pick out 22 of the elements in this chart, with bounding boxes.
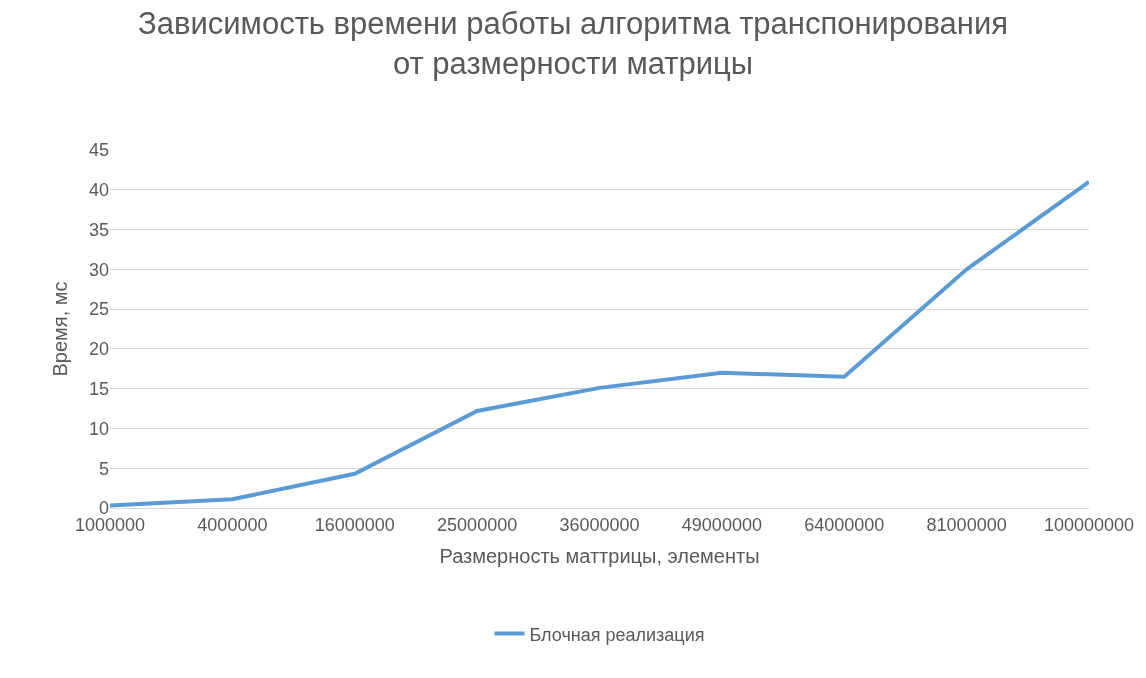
y-tick-label: 5 [98, 458, 109, 479]
y-tick-label: 30 [88, 259, 109, 280]
y-tick-label: 10 [88, 418, 109, 439]
y-tick-label: 20 [88, 339, 109, 360]
x-axis-title: Размерность маттрицы, элементы [439, 545, 760, 568]
x-tick-label: 81000000 [926, 514, 1007, 535]
x-tick-label: 64000000 [804, 514, 885, 535]
x-tick-label: 100000000 [1043, 514, 1135, 535]
legend-label: Блочная реализация [529, 624, 705, 645]
line-series [110, 179, 1089, 508]
y-tick-label: 15 [88, 378, 109, 399]
x-tick-label: 16000000 [314, 514, 395, 535]
x-tick-label: 49000000 [681, 514, 762, 535]
y-tick-label: 40 [88, 180, 109, 201]
chart-title: Зависимость времени работы алгоритма транспонирования от размерности матрицы [138, 5, 1008, 82]
x-tick-label: 4000000 [197, 514, 268, 535]
y-tick-label: 35 [88, 219, 109, 240]
x-tick-label: 36000000 [559, 514, 640, 535]
x-tick-label: 25000000 [437, 514, 518, 535]
y-tick-label: 45 [88, 140, 109, 161]
y-axis-title: Время, мс [49, 281, 72, 377]
y-tick-label: 25 [88, 299, 109, 320]
